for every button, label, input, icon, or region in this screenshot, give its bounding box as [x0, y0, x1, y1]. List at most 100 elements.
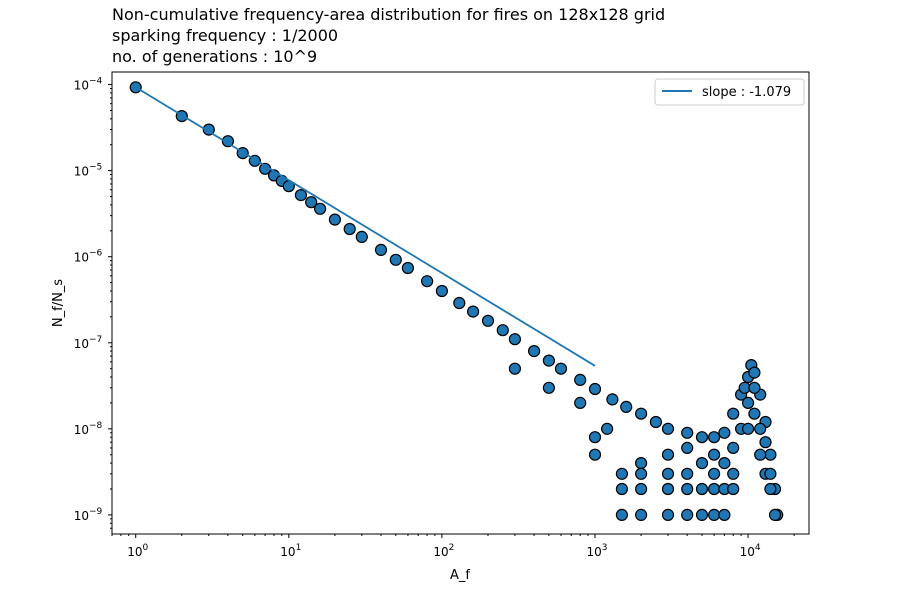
data-point [634, 407, 648, 420]
data-point [294, 189, 307, 202]
data-point [754, 448, 767, 461]
data-point [343, 222, 356, 236]
data-point [508, 362, 522, 375]
y-tick-label: 10−8 [74, 421, 103, 437]
data-point [707, 508, 721, 522]
data-point [707, 431, 721, 444]
data-point [727, 482, 740, 496]
x-tick-label: 102 [433, 543, 454, 559]
data-point [748, 366, 761, 379]
data-point [508, 333, 522, 346]
y-tick-label: 10−7 [74, 335, 103, 351]
data-point [615, 508, 629, 522]
fit-line-layer [135, 86, 596, 367]
data-point [453, 296, 466, 310]
data-point [661, 422, 675, 435]
data-point [314, 202, 327, 215]
data-point [718, 508, 731, 522]
data-point [759, 436, 772, 449]
data-point [695, 457, 709, 470]
data-point [615, 482, 629, 496]
y-tick-label: 10−9 [74, 507, 103, 523]
data-point [435, 284, 448, 298]
data-point [707, 482, 721, 496]
data-point [588, 448, 602, 461]
data-point [707, 467, 721, 480]
data-point [768, 508, 782, 522]
data-point [634, 482, 648, 496]
data-point [718, 426, 731, 439]
data-point [606, 393, 619, 406]
data-point [661, 508, 675, 522]
data-point [634, 457, 648, 470]
data-point [695, 431, 709, 444]
data-point [620, 400, 633, 413]
data-point [741, 396, 755, 409]
data-point [661, 482, 675, 496]
data-point [129, 81, 142, 94]
data-point [695, 508, 709, 522]
data-point [764, 467, 777, 480]
x-axis-label: A_f [450, 568, 470, 583]
data-point [748, 407, 761, 420]
data-point [741, 422, 755, 435]
plot-frame [111, 71, 810, 535]
axis-ticks: 100 101 102 103 104 10−9 10−8 10−7 10−6 10−5 10−4 [74, 77, 795, 559]
data-point [588, 431, 602, 444]
data-point [707, 448, 721, 461]
x-tick-label: 101 [280, 543, 301, 559]
legend: slope : -1.079 [654, 78, 805, 106]
chart-title-line-2: sparking frequency : 1/2000 [112, 26, 339, 45]
scatter-points [129, 81, 784, 522]
data-point [542, 381, 556, 394]
data-point [727, 407, 740, 420]
fit-line [135, 86, 596, 367]
data-point [355, 230, 368, 243]
data-point [554, 362, 568, 375]
data-point [305, 196, 318, 209]
data-point [661, 448, 675, 461]
data-point [748, 381, 761, 394]
data-point [634, 467, 648, 480]
y-axis-label: N_f/N_s [51, 279, 66, 327]
data-point [764, 448, 777, 461]
data-point [718, 457, 731, 470]
data-point [401, 261, 414, 275]
data-point [600, 422, 614, 435]
data-point [661, 467, 675, 480]
legend-label: slope : -1.079 [702, 85, 791, 100]
data-point [389, 253, 402, 266]
data-point [695, 482, 709, 496]
data-point [467, 305, 480, 318]
data-point [374, 243, 388, 256]
data-point [764, 482, 777, 496]
data-point [727, 441, 740, 454]
y-tick-label: 10−5 [74, 163, 103, 179]
legend-box [654, 78, 805, 106]
data-point [574, 396, 587, 409]
x-tick-label: 104 [740, 543, 761, 559]
data-point [681, 482, 694, 496]
data-point [588, 382, 602, 396]
data-point [754, 422, 767, 435]
data-point [527, 345, 541, 358]
data-point [634, 508, 648, 522]
data-point [481, 314, 495, 327]
chart-title-line-1: Non-cumulative frequency-area distributi… [112, 5, 666, 24]
data-point [615, 467, 629, 480]
data-point [649, 415, 663, 429]
data-point [681, 467, 694, 480]
data-point [727, 467, 740, 480]
data-point [681, 426, 694, 439]
data-point [328, 213, 341, 226]
chart-title-line-3: no. of generations : 10^9 [112, 47, 318, 66]
data-point [574, 373, 587, 386]
data-point [496, 324, 509, 337]
x-tick-label: 103 [586, 543, 607, 559]
data-point [681, 441, 694, 454]
data-point [681, 508, 694, 522]
y-tick-label: 10−6 [74, 249, 103, 265]
data-point [542, 354, 556, 367]
x-tick-label: 100 [127, 543, 148, 559]
